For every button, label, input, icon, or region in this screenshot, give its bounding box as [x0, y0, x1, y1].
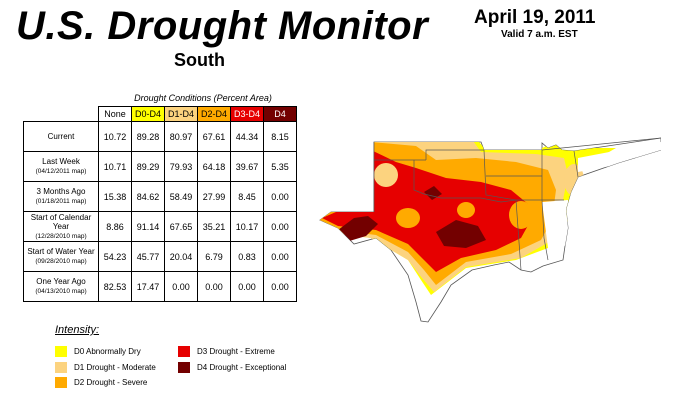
table-cell: 0.00: [197, 271, 231, 302]
row-label-date: (12/28/2010 map): [35, 232, 87, 240]
row-label: 3 Months Ago (01/18/2011 map): [23, 181, 99, 212]
legend-swatch: [178, 346, 190, 357]
legend-label: D0 Abnormally Dry: [74, 347, 141, 356]
row-label-text: 3 Months Ago: [36, 187, 86, 197]
map-area-d2-patch: [396, 208, 420, 228]
row-label-date: (09/28/2010 map): [35, 258, 87, 266]
map-area-none-east: [542, 200, 570, 248]
table-row: Start of Calendar Year (12/28/2010 map) 8…: [23, 211, 297, 242]
table-cell: 45.77: [131, 241, 165, 272]
table-cell: 89.29: [131, 151, 165, 182]
table-cell: 39.67: [230, 151, 264, 182]
table-corner: [24, 107, 99, 122]
row-label-date: (01/18/2011 map): [35, 198, 87, 206]
map-area-d1-patch: [374, 163, 398, 187]
table-cell: 0.00: [263, 241, 297, 272]
table-cell: 20.04: [164, 241, 198, 272]
table-cell: 10.71: [98, 151, 132, 182]
table-row: 3 Months Ago (01/18/2011 map) 15.38 84.62…: [23, 181, 297, 212]
legend-swatch: [55, 362, 67, 373]
legend-swatch: [55, 346, 67, 357]
table-row: Start of Water Year (09/28/2010 map) 54.2…: [23, 241, 297, 272]
row-label-text: Start of Water Year: [27, 247, 95, 257]
table-cell: 15.38: [98, 181, 132, 212]
table-cell: 17.47: [131, 271, 165, 302]
row-label: One Year Ago (04/13/2010 map): [23, 271, 99, 302]
map-area-d4-north: [424, 186, 442, 200]
table-cell: 82.53: [98, 271, 132, 302]
table-caption: Drought Conditions (Percent Area): [134, 93, 272, 103]
valid-time: Valid 7 a.m. EST: [501, 29, 578, 40]
table-cell: 8.86: [98, 211, 132, 242]
table-cell: 0.00: [164, 271, 198, 302]
table-cell: 8.15: [263, 121, 297, 152]
table-cell: 89.28: [131, 121, 165, 152]
col-header-d3-d4: D3-D4: [230, 106, 264, 122]
table-cell: 27.99: [197, 181, 231, 212]
table-cell: 44.34: [230, 121, 264, 152]
row-label-date: (04/12/2011 map): [35, 168, 87, 176]
col-header-d4: D4: [263, 106, 297, 122]
drought-conditions-table: None D0-D4 D1-D4 D2-D4 D3-D4 D4 Current …: [23, 106, 297, 302]
drought-map: [319, 137, 661, 323]
col-header-d0-d4: D0-D4: [131, 106, 165, 122]
row-label: Current: [23, 121, 99, 152]
row-label-text: Last Week: [42, 157, 80, 167]
map-date: April 19, 2011: [474, 7, 596, 28]
table-cell: 67.65: [164, 211, 198, 242]
row-label-text: One Year Ago: [36, 277, 86, 287]
table-cell: 0.00: [230, 271, 264, 302]
table-cell: 5.35: [263, 151, 297, 182]
legend-title: Intensity:: [55, 324, 100, 336]
legend-label: D3 Drought - Extreme: [197, 347, 275, 356]
legend-label: D2 Drought - Severe: [74, 378, 148, 387]
table-cell: 35.21: [197, 211, 231, 242]
table-cell: 0.00: [263, 271, 297, 302]
table-cell: 58.49: [164, 181, 198, 212]
table-cell: 10.72: [98, 121, 132, 152]
row-label: Start of Calendar Year (12/28/2010 map): [23, 211, 99, 242]
table-cell: 0.83: [230, 241, 264, 272]
legend-label: D1 Drought - Moderate: [74, 363, 156, 372]
table-header-row: None D0-D4 D1-D4 D2-D4 D3-D4 D4: [24, 106, 297, 122]
row-label: Start of Water Year (09/28/2010 map): [23, 241, 99, 272]
table-cell: 54.23: [98, 241, 132, 272]
table-cell: 91.14: [131, 211, 165, 242]
region-label: South: [174, 50, 225, 70]
map-area-d4-central: [436, 220, 486, 248]
state-boundaries: [373, 137, 661, 271]
legend-swatch: [55, 377, 67, 388]
table-cell: 84.62: [131, 181, 165, 212]
table-cell: 8.45: [230, 181, 264, 212]
col-header-none: None: [98, 106, 132, 122]
table-cell: 0.00: [263, 211, 297, 242]
table-row: One Year Ago (04/13/2010 map) 82.53 17.47…: [23, 271, 297, 302]
col-header-d1-d4: D1-D4: [164, 106, 198, 122]
table-cell: 0.00: [263, 181, 297, 212]
table-cell: 79.93: [164, 151, 198, 182]
table-cell: 80.97: [164, 121, 198, 152]
page-title: U.S. Drought Monitor: [16, 4, 429, 48]
table-cell: 67.61: [197, 121, 231, 152]
table-cell: 10.17: [230, 211, 264, 242]
table-cell: 64.18: [197, 151, 231, 182]
table-row: Last Week (04/12/2011 map) 10.71 89.29 79…: [23, 151, 297, 182]
row-label-text: Start of Calendar Year: [30, 212, 92, 231]
table-cell: 6.79: [197, 241, 231, 272]
col-header-d2-d4: D2-D4: [197, 106, 231, 122]
map-area-none-ne: [578, 142, 661, 172]
map-area-d2-patch: [509, 201, 533, 229]
row-label-date: (04/13/2010 map): [35, 288, 87, 296]
row-label: Last Week (04/12/2011 map): [23, 151, 99, 182]
map-area-d4-west: [338, 216, 378, 242]
table-row: Current 10.72 89.28 80.97 67.61 44.34 8.…: [23, 121, 297, 152]
legend-label: D4 Drought - Exceptional: [197, 363, 287, 372]
row-label-text: Current: [47, 131, 75, 141]
legend-swatch: [178, 362, 190, 373]
map-area-d2-patch: [457, 202, 475, 218]
